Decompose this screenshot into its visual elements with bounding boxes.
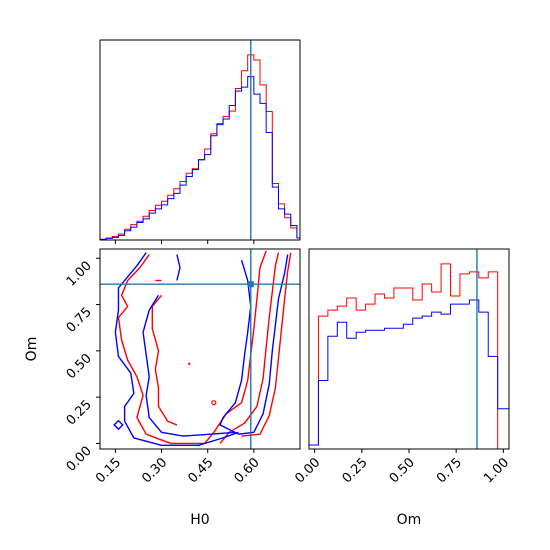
joint-x-tick-label-0: 0.15 [93, 455, 124, 486]
joint-truth-point [247, 281, 254, 288]
h0-marginal-x-ticks [114, 240, 255, 244]
contour-blue-2 [176, 254, 181, 281]
joint-y-ticks: 0.00 0.25 0.50 0.75 1.00 [64, 257, 100, 475]
om-histogram-blue [309, 299, 509, 449]
joint-x-tick-label-2: 0.45 [185, 455, 216, 486]
contour-red-dot [188, 362, 191, 366]
om-marginal-x-ticks: 0.00 0.25 0.50 0.75 1.00 [292, 449, 512, 486]
joint-border [99, 248, 301, 450]
contour-blue-island [113, 419, 124, 431]
joint-y-tick-label-4: 1.00 [64, 258, 95, 289]
panel-h0-marginal [99, 39, 301, 244]
om-x-tick-label-3: 0.75 [434, 455, 465, 486]
om-marginal-x-axis-label: Om [397, 512, 422, 528]
contour-blue-1 [142, 294, 236, 437]
om-x-tick-label-4: 1.00 [481, 455, 512, 486]
contour-red-3 [219, 252, 280, 444]
contour-red-ring [211, 400, 217, 406]
joint-x-axis-label: H0 [190, 512, 209, 528]
h0-marginal-border [99, 39, 301, 241]
joint-x-ticks: 0.15 0.30 0.45 0.60 [93, 449, 263, 486]
joint-y-tick-label-0: 0.00 [64, 444, 95, 475]
contour-red-0 [117, 250, 267, 445]
h0-marginal-series [100, 54, 300, 240]
joint-y-tick-label-2: 0.50 [64, 351, 95, 382]
om-marginal-frame [309, 249, 509, 449]
om-x-tick-label-1: 0.25 [340, 455, 371, 486]
contour-blue-0 [114, 252, 239, 446]
om-x-tick-label-0: 0.00 [292, 455, 323, 486]
contour-red-1 [151, 294, 178, 426]
om-histogram-red [309, 263, 509, 449]
h0-histogram-blue [100, 76, 300, 240]
contour-red-2 [241, 252, 292, 437]
joint-x-tick-label-1: 0.30 [139, 455, 170, 486]
joint-y-axis-label: Om [24, 337, 40, 362]
joint-y-tick-label-1: 0.25 [64, 397, 95, 428]
h0-marginal-frame [100, 40, 300, 240]
joint-contours [113, 250, 292, 446]
om-marginal-series [309, 263, 509, 449]
contour-blue-3 [219, 254, 289, 435]
om-x-tick-label-2: 0.50 [387, 455, 418, 486]
joint-x-tick-label-3: 0.60 [232, 455, 263, 486]
panel-joint-h0-om: 0.15 0.30 0.45 0.60 0.00 0.25 0.50 0.75 1.00 H0… [24, 248, 301, 528]
panel-om-marginal: 0.00 0.25 0.50 0.75 1.00 Om [292, 248, 512, 528]
joint-y-tick-label-3: 0.75 [64, 305, 95, 336]
